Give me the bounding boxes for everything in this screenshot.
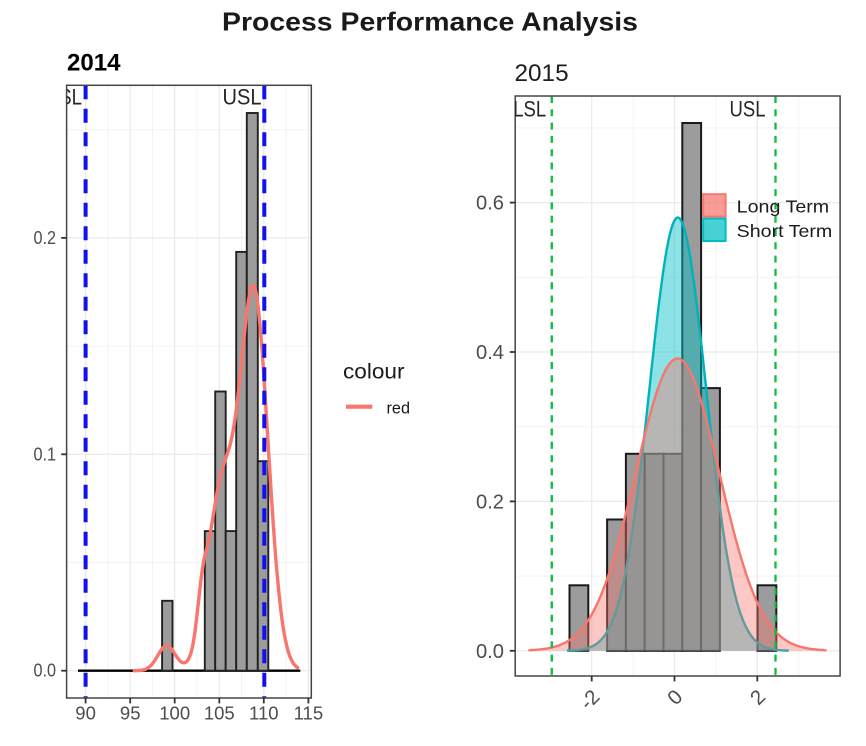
svg-text:115: 115 bbox=[294, 703, 324, 724]
svg-text:0.2: 0.2 bbox=[476, 490, 504, 513]
svg-text:0.0: 0.0 bbox=[476, 640, 504, 663]
svg-text:110: 110 bbox=[249, 703, 279, 724]
svg-text:LSL: LSL bbox=[513, 96, 546, 121]
svg-text:USL: USL bbox=[730, 96, 766, 121]
svg-text:red: red bbox=[387, 400, 411, 418]
svg-text:LSL: LSL bbox=[49, 85, 82, 110]
svg-text:0.1: 0.1 bbox=[34, 444, 57, 464]
svg-text:colour: colour bbox=[343, 360, 405, 384]
svg-text:2015: 2015 bbox=[515, 60, 569, 87]
svg-text:105: 105 bbox=[204, 703, 235, 724]
svg-text:0.4: 0.4 bbox=[476, 341, 504, 364]
svg-text:USL: USL bbox=[223, 85, 262, 110]
svg-text:0.0: 0.0 bbox=[34, 661, 57, 681]
svg-text:Short Term: Short Term bbox=[737, 221, 833, 241]
svg-text:Long Term: Long Term bbox=[737, 196, 830, 216]
svg-text:100: 100 bbox=[159, 703, 190, 724]
svg-text:0.2: 0.2 bbox=[34, 228, 57, 248]
svg-text:95: 95 bbox=[120, 703, 141, 724]
svg-text:90: 90 bbox=[75, 703, 96, 724]
svg-text:2014: 2014 bbox=[67, 50, 121, 77]
svg-text:Process Performance Analysis: Process Performance Analysis bbox=[222, 7, 638, 37]
svg-text:0.6: 0.6 bbox=[476, 192, 504, 215]
